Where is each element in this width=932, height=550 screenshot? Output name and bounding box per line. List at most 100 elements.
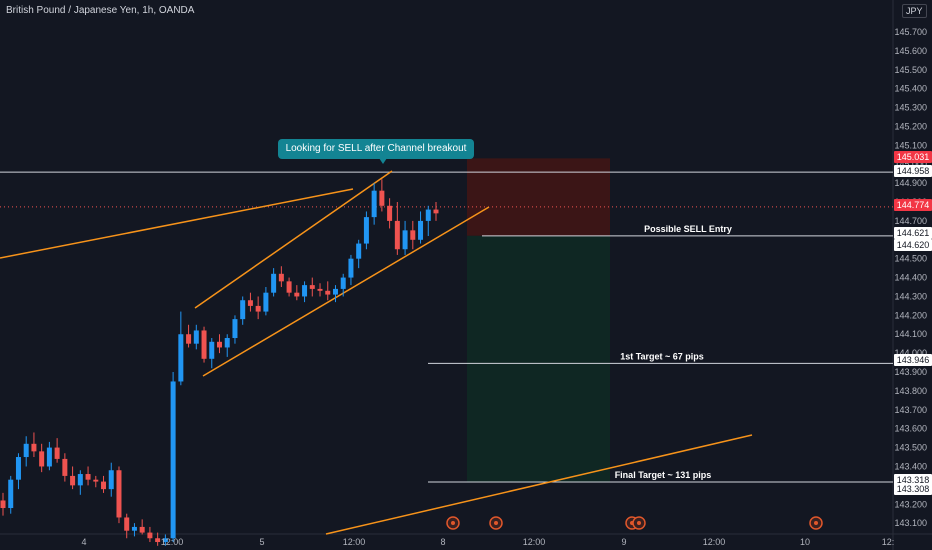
candle-body (46, 447, 52, 467)
candle-body (286, 281, 292, 293)
price-axis-label: 144.774 (897, 200, 930, 210)
candle-body (31, 443, 37, 452)
candle-body (317, 288, 323, 291)
price-tick-label: 143.100 (894, 518, 927, 528)
upper-trendline (0, 188, 354, 259)
price-axis-label: 144.620 (897, 240, 930, 250)
price-tick-label: 143.700 (894, 405, 927, 415)
candle-body (155, 538, 161, 543)
candle-body (147, 532, 153, 539)
time-tick-label: 12:00 (523, 537, 546, 547)
candle-body (162, 538, 168, 543)
price-tick-label: 143.600 (894, 424, 927, 434)
price-tick-label: 145.600 (894, 46, 927, 56)
candle-body (247, 300, 253, 306)
candle-body (232, 319, 238, 339)
candle-body (108, 470, 114, 490)
candle-body (356, 243, 362, 259)
candle-body (15, 457, 21, 480)
price-tick-label: 144.200 (894, 310, 927, 320)
price-axis-label-bg (894, 227, 932, 239)
candle-body (371, 190, 377, 218)
candle-body (402, 230, 408, 250)
callout-label: Looking for SELL after Channel breakout (278, 139, 474, 159)
candle-body (178, 334, 184, 382)
candle-body (186, 334, 192, 344)
price-axis-label-bg (894, 165, 932, 177)
time-tick-label: 5 (259, 537, 264, 547)
candle-body (309, 285, 315, 289)
price-tick-label: 145.400 (894, 84, 927, 94)
candle-body (278, 273, 284, 282)
candle-body (332, 288, 338, 295)
time-tick-label: 9 (621, 537, 626, 547)
callout-tail (379, 158, 387, 164)
candle-body (93, 479, 99, 482)
candle-body (418, 220, 424, 240)
time-tick-label: 12:00 (343, 537, 366, 547)
candle-body (425, 209, 431, 221)
price-tick-label: 144.900 (894, 178, 927, 188)
time-tick-label: 12:00 (703, 537, 726, 547)
candle-body (77, 474, 83, 486)
price-tick-label: 144.000 (894, 348, 927, 358)
price-axis-label: 143.946 (897, 355, 930, 365)
price-axis-label: 143.318 (897, 475, 930, 485)
candle-body (410, 230, 416, 240)
price-axis-label: 143.308 (897, 484, 930, 494)
candle-body (394, 220, 400, 250)
price-tick-label: 145.500 (894, 65, 927, 75)
price-tick-label: 143.200 (894, 499, 927, 509)
candle-body (62, 458, 68, 476)
candle-body (379, 190, 385, 206)
candle-body (124, 517, 130, 531)
price-axis-label: 144.621 (897, 228, 930, 238)
price-axis-label: 144.958 (897, 166, 930, 176)
candle-body (263, 292, 269, 312)
price-axis-label: 145.031 (897, 152, 930, 162)
candle-body (70, 475, 76, 486)
price-tick-label: 145.300 (894, 103, 927, 113)
event-marker-dot (637, 521, 641, 525)
price-tick-label: 145.200 (894, 121, 927, 131)
chart-title: British Pound / Japanese Yen, 1h, OANDA (6, 5, 195, 16)
candle-body (116, 470, 122, 518)
stop-loss-zone (467, 158, 610, 236)
candle-body (348, 258, 354, 278)
event-marker-dot (494, 521, 498, 525)
price-tick-label: 144.700 (894, 216, 927, 226)
price-tick-label: 145.000 (894, 159, 927, 169)
candle-body (325, 290, 331, 295)
candle-body (0, 500, 6, 509)
currency-badge[interactable]: JPY (902, 4, 927, 18)
take-profit-zone (467, 235, 610, 482)
target-annotation: Final Target ~ 131 pips (615, 470, 712, 480)
candle-body (240, 300, 246, 320)
time-tick-label: 4 (81, 537, 86, 547)
candle-body (255, 305, 261, 312)
candle-body (23, 443, 29, 458)
price-axis-label-bg (894, 151, 932, 163)
target-annotation: Possible SELL Entry (644, 224, 732, 234)
price-tick-label: 143.900 (894, 367, 927, 377)
price-axis-label-bg (894, 483, 932, 495)
candle-body (294, 292, 300, 297)
time-tick-label: 8 (440, 537, 445, 547)
price-tick-label: 144.100 (894, 329, 927, 339)
candle-body (271, 273, 277, 293)
price-tick-label: 144.400 (894, 273, 927, 283)
candle-body (387, 205, 393, 221)
price-tick-label: 145.700 (894, 27, 927, 37)
time-tick-label: 12:00 (161, 537, 184, 547)
price-tick-label: 145.100 (894, 140, 927, 150)
candle-body (363, 217, 369, 244)
price-axis-label-bg (894, 199, 932, 211)
price-axis-label-bg (894, 239, 932, 251)
lower-trendline (325, 434, 753, 535)
candle-body (209, 341, 215, 359)
candle-body (340, 277, 346, 289)
candle-body (101, 481, 107, 490)
event-marker-dot (451, 521, 455, 525)
